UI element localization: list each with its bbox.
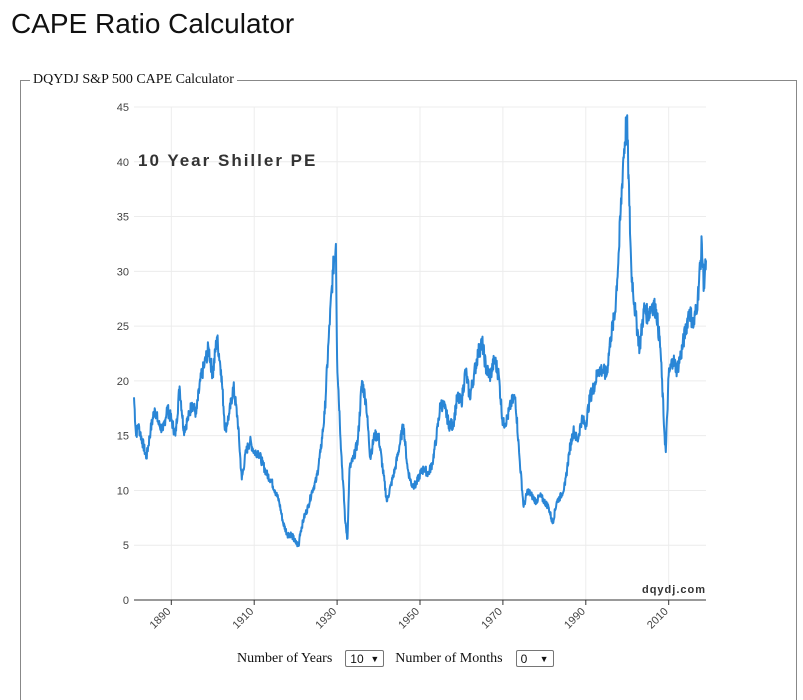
- y-tick-label: 25: [117, 321, 129, 333]
- series-line-shiller-pe: [133, 114, 707, 548]
- years-select-value: 10: [350, 651, 364, 666]
- x-tick-label: 1930: [313, 606, 339, 632]
- years-label: Number of Years: [237, 650, 333, 666]
- years-select[interactable]: 10 ▼: [345, 650, 385, 667]
- y-tick-label: 10: [117, 485, 129, 497]
- y-tick-label: 20: [117, 376, 129, 388]
- y-tick-label: 0: [123, 595, 129, 607]
- calculator-controls: Number of Years 10 ▼ Number of Months 0 …: [237, 650, 554, 667]
- chevron-down-icon: ▼: [539, 653, 549, 664]
- x-tick-label: 2010: [645, 606, 671, 632]
- y-tick-label: 5: [123, 540, 129, 552]
- chevron-down-icon: ▼: [370, 653, 380, 664]
- watermark: dqydj.com: [642, 584, 706, 596]
- chart-title: 10 Year Shiller PE: [138, 151, 317, 170]
- x-axis: 1890 1910 1930 1950 1970 1990 2010: [134, 599, 706, 632]
- y-tick-label: 15: [117, 431, 129, 443]
- y-tick-label: 45: [117, 102, 129, 114]
- y-tick-label: 35: [117, 212, 129, 224]
- calculator-legend: DQYDJ S&P 500 CAPE Calculator: [30, 72, 237, 88]
- x-tick-label: 1910: [231, 606, 257, 632]
- months-select[interactable]: 0 ▼: [515, 650, 554, 667]
- gridlines: [134, 106, 706, 600]
- months-label: Number of Months: [395, 650, 503, 666]
- y-tick-label: 30: [117, 266, 129, 278]
- months-select-value: 0: [520, 651, 528, 666]
- calculator-fieldset: [20, 80, 797, 700]
- y-tick-label: 40: [117, 157, 129, 169]
- page-title: CAPE Ratio Calculator: [11, 8, 295, 39]
- x-tick-label: 1950: [396, 606, 422, 632]
- x-tick-label: 1970: [479, 606, 505, 632]
- x-tick-label: 1990: [562, 606, 588, 632]
- x-tick-label: 1890: [148, 606, 174, 632]
- y-axis: 0 5 10 15 20 25 30 35 40 45: [117, 102, 129, 607]
